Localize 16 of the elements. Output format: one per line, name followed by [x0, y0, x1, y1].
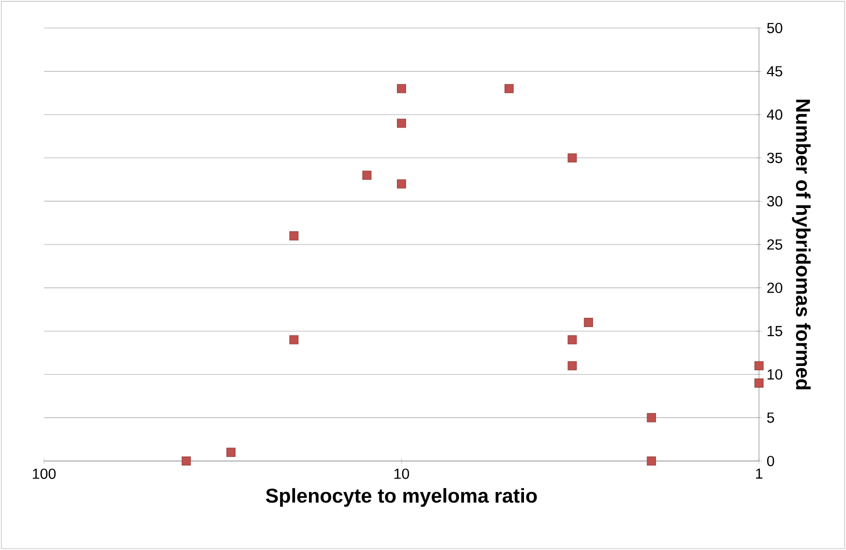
y-tick-label: 15: [768, 326, 782, 336]
y-tick-label: 30: [767, 196, 782, 206]
x-tick-label: 10: [394, 468, 410, 479]
y-tick-label: 5: [767, 412, 774, 423]
y-tick-label: 50: [767, 22, 782, 34]
x-tick-label: 100: [32, 468, 56, 479]
y-tick-label: 35: [767, 152, 782, 164]
y-tick-label: 45: [766, 66, 782, 76]
y-tick-label: 25: [767, 239, 782, 250]
y-tick-label: 10: [768, 369, 782, 380]
x-axis-title: Splenocyte to myeloma ratio: [266, 488, 537, 507]
y-tick-label: 0: [767, 456, 774, 466]
y-tick-label: 40: [766, 109, 782, 120]
y-axis-title: Number of hybridomas formed: [792, 100, 811, 390]
y-tick-label: 20: [767, 282, 782, 293]
x-tick-label: 1: [756, 468, 762, 479]
